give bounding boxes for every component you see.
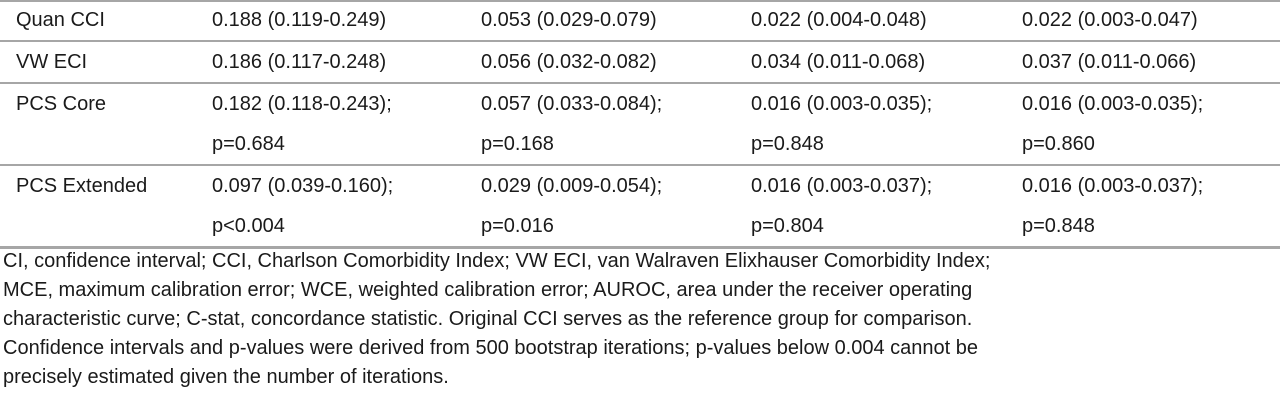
table-row: Quan CCI 0.188 (0.119-0.249) 0.053 (0.02…: [0, 0, 1280, 41]
cell-value: 0.056 (0.032-0.082): [481, 51, 657, 73]
table-row: VW ECI 0.186 (0.117-0.248) 0.056 (0.032-…: [0, 41, 1280, 83]
table-cell: 0.016 (0.003-0.035); p=0.848: [735, 83, 1006, 165]
table-cell: 0.016 (0.003-0.037); p=0.804: [735, 165, 1006, 248]
table-cell: 0.182 (0.118-0.243); p=0.684: [196, 83, 465, 165]
table-cell: 0.037 (0.011-0.066): [1006, 41, 1280, 83]
cell-value: 0.053 (0.029-0.079): [481, 9, 657, 31]
cell-value: 0.016 (0.003-0.037);: [751, 175, 933, 197]
cell-value: 0.188 (0.119-0.249): [212, 9, 387, 31]
cell-value: 0.186 (0.117-0.248): [212, 51, 387, 73]
table-cell: 0.016 (0.003-0.037); p=0.848: [1006, 165, 1280, 248]
table-footnote: CI, confidence interval; CCI, Charlson C…: [3, 247, 1273, 392]
cell-p-value: p=0.016: [481, 215, 554, 237]
table-row: PCS Core 0.182 (0.118-0.243); p=0.684 0.…: [0, 83, 1280, 165]
cell-value: 0.097 (0.039-0.160);: [212, 175, 394, 197]
cell-value: 0.182 (0.118-0.243);: [212, 93, 392, 115]
table-cell: 0.022 (0.003-0.047): [1006, 0, 1280, 41]
cell-value: 0.016 (0.003-0.035);: [1022, 93, 1204, 115]
table-row: PCS Extended 0.097 (0.039-0.160); p<0.00…: [0, 165, 1280, 248]
cell-p-value: p<0.004: [212, 215, 285, 237]
footnote-line: precisely estimated given the number of …: [3, 366, 449, 388]
row-label: VW ECI: [16, 51, 88, 73]
cell-p-value: p=0.804: [751, 215, 824, 237]
row-label: PCS Extended: [16, 175, 148, 197]
table-body: Quan CCI 0.188 (0.119-0.249) 0.053 (0.02…: [0, 0, 1280, 248]
table-cell: 0.034 (0.011-0.068): [735, 41, 1006, 83]
table-cell: 0.057 (0.033-0.084); p=0.168: [465, 83, 735, 165]
cell-value: 0.034 (0.011-0.068): [751, 51, 926, 73]
cell-p-value: p=0.848: [751, 133, 824, 155]
cell-value: 0.029 (0.009-0.054);: [481, 175, 663, 197]
cell-value: 0.022 (0.003-0.047): [1022, 9, 1198, 31]
table-cell: 0.029 (0.009-0.054); p=0.016: [465, 165, 735, 248]
footnote-line: characteristic curve; C-stat, concordanc…: [3, 308, 973, 330]
cell-value: 0.016 (0.003-0.035);: [751, 93, 933, 115]
row-label: Quan CCI: [16, 9, 105, 31]
results-table: Quan CCI 0.188 (0.119-0.249) 0.053 (0.02…: [0, 0, 1280, 248]
cell-value: 0.022 (0.004-0.048): [751, 9, 927, 31]
table-cell: 0.016 (0.003-0.035); p=0.860: [1006, 83, 1280, 165]
table-top-rule: [0, 0, 1280, 2]
table-cell: 0.053 (0.029-0.079): [465, 0, 735, 41]
table-cell: 0.022 (0.004-0.048): [735, 0, 1006, 41]
cell-p-value: p=0.848: [1022, 215, 1095, 237]
table-cell: 0.186 (0.117-0.248): [196, 41, 465, 83]
footnote-line: MCE, maximum calibration error; WCE, wei…: [3, 279, 973, 301]
row-label: PCS Core: [16, 93, 107, 115]
footnote-line: Confidence intervals and p-values were d…: [3, 337, 979, 359]
table-cell: 0.097 (0.039-0.160); p<0.004: [196, 165, 465, 248]
cell-p-value: p=0.684: [212, 133, 285, 155]
footnote-line: CI, confidence interval; CCI, Charlson C…: [3, 250, 991, 272]
table-cell: 0.056 (0.032-0.082): [465, 41, 735, 83]
cell-value: 0.016 (0.003-0.037);: [1022, 175, 1204, 197]
cell-p-value: p=0.860: [1022, 133, 1095, 155]
table-cell: 0.188 (0.119-0.249): [196, 0, 465, 41]
cell-value: 0.037 (0.011-0.066): [1022, 51, 1197, 73]
cell-p-value: p=0.168: [481, 133, 554, 155]
cell-value: 0.057 (0.033-0.084);: [481, 93, 663, 115]
